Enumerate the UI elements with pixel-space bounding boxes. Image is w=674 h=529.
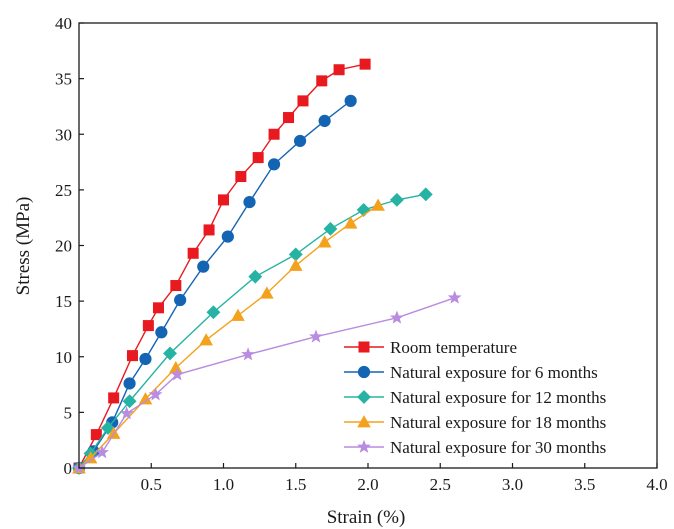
legend-item: Room temperature (344, 338, 517, 357)
data-point (170, 280, 182, 292)
x-tick-label: 2.5 (430, 475, 451, 494)
legend-label: Room temperature (390, 338, 517, 357)
data-point (163, 346, 177, 361)
series-layer (72, 58, 462, 475)
legend-label: Natural exposure for 12 months (390, 388, 606, 407)
y-tick-label: 30 (55, 125, 72, 144)
data-point (221, 230, 234, 243)
data-point (418, 187, 433, 202)
data-point (318, 114, 331, 127)
x-tick-label: 1.5 (285, 475, 306, 494)
x-tick-label: 1.0 (213, 475, 234, 494)
ticks-layer: 0.5 1.0 1.5 2.0 2.5 3.0 3.5 4.0 0 5 10 15 20 25 30 35 40 (55, 14, 668, 494)
data-point (119, 406, 134, 420)
data-point (248, 269, 263, 284)
y-tick-label: 35 (55, 70, 72, 89)
data-point (288, 258, 303, 271)
y-tick-label: 20 (55, 237, 72, 256)
legend-item: Natural exposure for 12 months (344, 388, 606, 407)
legend-marker (357, 439, 371, 453)
legend-item: Natural exposure for 30 months (344, 438, 606, 457)
data-point (297, 95, 309, 107)
series-line (78, 193, 426, 469)
data-point (199, 333, 213, 346)
data-point (95, 445, 110, 459)
data-point (333, 64, 345, 76)
data-point (218, 194, 230, 206)
x-axis-title: Strain (%) (327, 507, 406, 528)
legend-item: Natural exposure for 18 months (344, 413, 606, 432)
data-point (187, 247, 199, 259)
data-point (344, 94, 357, 107)
y-tick-label: 25 (55, 181, 72, 200)
data-point (389, 310, 404, 324)
series-5 (72, 290, 462, 474)
data-point (267, 158, 281, 171)
data-point (108, 392, 120, 404)
data-point (197, 260, 210, 273)
data-point (447, 290, 462, 304)
x-tick-label: 2.0 (357, 475, 378, 494)
data-point (371, 198, 385, 211)
data-point (260, 286, 274, 299)
y-tick-label: 10 (55, 348, 72, 367)
data-point (323, 221, 338, 236)
data-point (317, 235, 332, 248)
legend: Room temperature Natural exposure for 6 m… (344, 338, 606, 457)
data-point (155, 326, 168, 339)
data-point (203, 224, 215, 236)
x-tick-label: 4.0 (646, 475, 667, 494)
data-point (122, 394, 137, 409)
data-point (283, 112, 295, 124)
data-point (123, 377, 136, 390)
data-point (389, 192, 404, 207)
data-point (126, 350, 138, 362)
data-point (90, 429, 102, 441)
legend-label: Natural exposure for 6 months (390, 363, 598, 382)
x-tick-label: 3.5 (574, 475, 595, 494)
series-4 (72, 198, 385, 474)
legend-label: Natural exposure for 18 months (390, 413, 606, 432)
data-point (231, 308, 245, 321)
data-point (142, 320, 154, 332)
data-point (268, 128, 280, 140)
data-point (343, 216, 358, 229)
legend-item: Natural exposure for 6 months (344, 363, 598, 382)
data-point (148, 387, 163, 401)
legend-marker (357, 390, 371, 404)
data-point (152, 302, 164, 314)
y-tick-label: 5 (64, 403, 73, 422)
data-point (170, 367, 185, 381)
y-tick-label: 40 (55, 14, 72, 33)
legend-marker (358, 341, 370, 353)
data-point (235, 171, 247, 183)
data-point (243, 196, 256, 209)
data-point (206, 305, 221, 320)
data-point (359, 58, 371, 70)
y-axis-title: Stress (MPa) (13, 197, 34, 296)
data-point (252, 152, 264, 164)
y-tick-label: 0 (64, 459, 73, 478)
data-point (241, 347, 255, 361)
y-tick-label: 15 (55, 292, 72, 311)
legend-marker (357, 365, 371, 379)
data-point (139, 352, 152, 366)
data-point (174, 293, 187, 307)
series-3 (72, 187, 433, 475)
data-point (293, 134, 307, 148)
data-point (316, 75, 328, 87)
x-tick-label: 3.0 (502, 475, 523, 494)
x-tick-label: 0.5 (141, 475, 162, 494)
legend-marker (357, 415, 371, 428)
data-point (309, 329, 323, 343)
legend-label: Natural exposure for 30 months (390, 438, 606, 457)
